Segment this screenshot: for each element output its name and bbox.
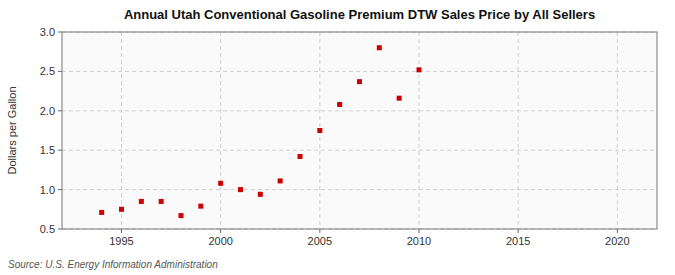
- grid-line: [62, 189, 657, 190]
- data-point: [317, 128, 322, 133]
- grid-line: [518, 32, 519, 229]
- tick-label: 0.5: [40, 223, 55, 235]
- tick-label: 3.0: [40, 26, 55, 38]
- tick-label: 1.0: [40, 184, 55, 196]
- tick-mark: [58, 150, 62, 151]
- chart-container: 0.5 1.0 1.5 2.0 2.5 3.0 1995 2000 2005 2010 2015 20…: [0, 0, 675, 275]
- grid-line: [617, 32, 618, 229]
- grid-line: [62, 110, 657, 111]
- data-point: [397, 96, 402, 101]
- tick-mark: [419, 229, 420, 233]
- tick-mark: [220, 229, 221, 233]
- tick-mark: [617, 229, 618, 233]
- tick-mark: [121, 229, 122, 233]
- axes: 0.5 1.0 1.5 2.0 2.5 3.0 1995 2000 2005 2010 2015 20…: [40, 26, 657, 247]
- tick-mark: [58, 32, 62, 33]
- tick-mark: [319, 229, 320, 233]
- tick-mark: [58, 71, 62, 72]
- tick-mark: [58, 110, 62, 111]
- plot-area: [62, 32, 657, 229]
- y-axis-label: Dollars per Gallon: [6, 86, 18, 174]
- grid: [62, 32, 657, 229]
- tick-mark: [518, 229, 519, 233]
- data-point: [179, 213, 184, 218]
- data-point: [198, 204, 203, 209]
- tick-label: 2020: [605, 235, 629, 247]
- tick-label: 2015: [506, 235, 530, 247]
- data-points: [99, 45, 421, 218]
- data-point: [258, 192, 263, 197]
- data-point: [238, 187, 243, 192]
- chart-title: Annual Utah Conventional Gasoline Premiu…: [124, 7, 595, 22]
- grid-line: [62, 150, 657, 151]
- annotation: Source: U.S. Energy Information Administ…: [8, 259, 218, 270]
- data-point: [119, 207, 124, 212]
- tick-mark: [58, 189, 62, 190]
- tick-label: 1995: [109, 235, 133, 247]
- tick-label: 1.5: [40, 144, 55, 156]
- grid-line: [419, 32, 420, 229]
- tick-mark: [58, 229, 62, 230]
- data-point: [298, 154, 303, 159]
- tick-label: 2.5: [40, 65, 55, 77]
- data-point: [417, 67, 422, 72]
- data-point: [159, 199, 164, 204]
- tick-label: 2.0: [40, 105, 55, 117]
- data-point: [278, 178, 283, 183]
- grid-line: [62, 71, 657, 72]
- grid-line: [220, 32, 221, 229]
- data-point: [377, 45, 382, 50]
- data-point: [337, 102, 342, 107]
- data-point: [99, 210, 104, 215]
- data-point: [357, 79, 362, 84]
- tick-label: 2000: [208, 235, 232, 247]
- tick-label: 2010: [407, 235, 431, 247]
- plot-frame: [62, 32, 657, 229]
- data-point: [139, 199, 144, 204]
- grid-line: [121, 32, 122, 229]
- tick-label: 2005: [308, 235, 332, 247]
- data-point: [218, 181, 223, 186]
- chart: 0.5 1.0 1.5 2.0 2.5 3.0 1995 2000 2005 2010 2015 20…: [0, 0, 675, 275]
